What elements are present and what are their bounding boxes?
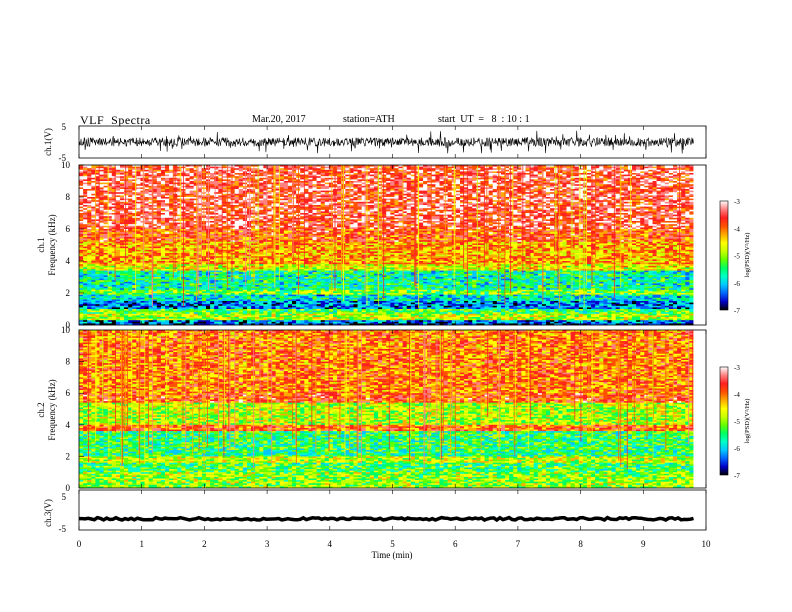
- ch1-voltage-ylabel: ch.1(V): [43, 128, 53, 156]
- ch1-waveform-panel: 5 -5 ch.1(V): [43, 122, 706, 163]
- ch1-waveform-trace: [79, 131, 694, 154]
- ch1-spectrogram-cells: [79, 165, 706, 325]
- ch1-ytick-top: 5: [62, 122, 67, 132]
- waveform-line: [79, 131, 694, 154]
